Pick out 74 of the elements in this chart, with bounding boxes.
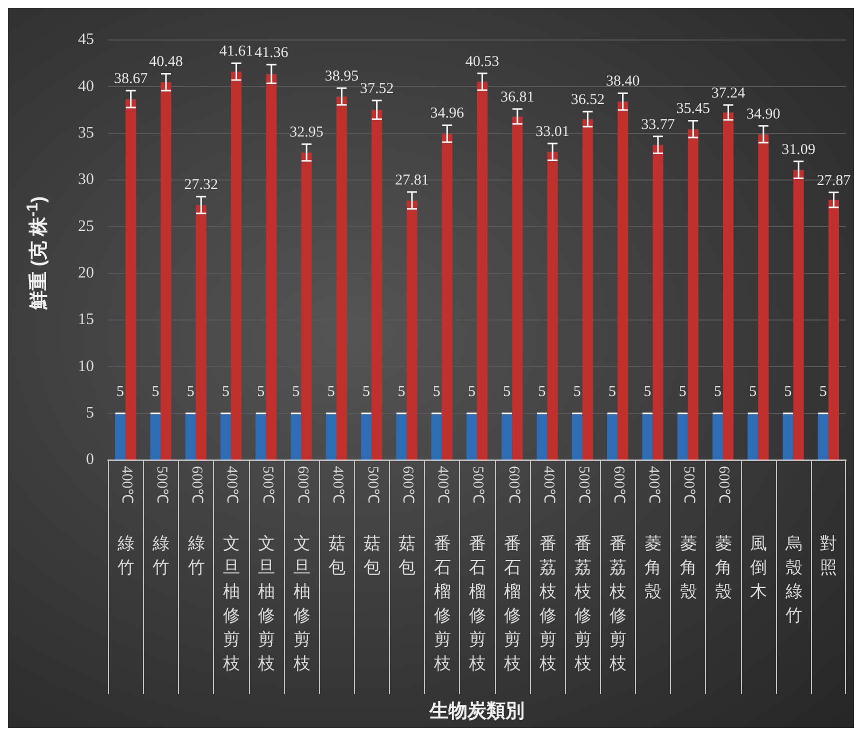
data-label: 36.81 — [500, 89, 534, 106]
y-tick-label: 0 — [86, 451, 94, 468]
category-label: 500℃ 番荔枝修剪枝 — [574, 466, 592, 673]
category-label: 400℃ 菇包 — [328, 466, 346, 577]
y-tick-label: 30 — [78, 171, 94, 188]
x-tick-label: 烏殼綠竹 — [785, 533, 802, 627]
data-label: 5 — [186, 384, 194, 400]
category-label: 400℃ 菱角殼 — [644, 466, 662, 601]
data-label: 5 — [538, 384, 546, 400]
data-label: 5 — [608, 384, 616, 400]
data-label: 5 — [819, 384, 827, 400]
data-label: 38.95 — [324, 68, 359, 85]
category-label: 500℃ 文旦柚修剪枝 — [258, 466, 276, 673]
data-label: 5 — [327, 384, 335, 400]
category-label: 600℃ 綠竹 — [188, 466, 205, 577]
data-label: 38.67 — [114, 71, 148, 88]
category-label: 500℃ 綠竹 — [152, 466, 170, 577]
category-label: 600℃ 番荔枝修剪枝 — [610, 466, 627, 673]
data-label: 41.61 — [219, 44, 254, 60]
category-label: 600℃ 菱角殼 — [714, 466, 732, 601]
data-label: 31.09 — [782, 142, 816, 158]
y-tick-label: 25 — [78, 218, 94, 235]
data-label: 37.52 — [360, 80, 394, 97]
data-label: 34.96 — [430, 106, 465, 122]
y-tick-label: 15 — [78, 311, 94, 328]
y-tick-label: 40 — [78, 78, 94, 95]
data-label: 33.01 — [536, 124, 570, 140]
data-label: 27.87 — [816, 172, 852, 189]
x-tick-label: 對照 — [820, 533, 837, 579]
data-label: 5 — [398, 384, 406, 400]
data-label: 34.90 — [746, 106, 780, 122]
data-label: 32.95 — [290, 124, 324, 141]
category-label: 400℃ 番荔枝修剪枝 — [539, 466, 556, 673]
category-label: 500℃ 番石榴修剪枝 — [468, 466, 486, 673]
data-label: 33.77 — [641, 116, 676, 133]
y-tick-label: 10 — [78, 358, 94, 375]
data-label: 40.48 — [149, 54, 183, 70]
data-label: 5 — [292, 384, 300, 400]
y-tick-label: 5 — [86, 404, 94, 422]
data-label: 5 — [152, 384, 160, 400]
data-label: 36.52 — [570, 92, 605, 108]
category-label: 400℃ 番石榴修剪枝 — [434, 466, 451, 673]
category-label: 600℃ 菇包 — [398, 466, 416, 577]
category-label: 500℃ 菱角殼 — [680, 466, 697, 601]
category-label: 600℃ 番石榴修剪枝 — [504, 466, 522, 673]
x-tick-label: 風倒木 — [750, 533, 768, 603]
category-label: 600℃ 文旦柚修剪枝 — [293, 466, 310, 673]
data-label: 5 — [644, 384, 652, 400]
data-label: 5 — [432, 384, 440, 400]
data-label: 40.53 — [465, 54, 500, 70]
data-label: 5 — [749, 384, 757, 400]
data-label: 27.32 — [184, 177, 218, 194]
data-label: 5 — [116, 384, 124, 400]
y-tick-label: 35 — [78, 124, 94, 142]
category-label: 400℃ 綠竹 — [118, 466, 135, 577]
category-label: 500℃ 菇包 — [364, 466, 381, 577]
data-label: 5 — [678, 384, 686, 400]
y-tick-label: 20 — [78, 264, 94, 282]
data-label: 27.81 — [395, 172, 429, 188]
data-label: 5 — [784, 384, 792, 400]
data-label: 5 — [362, 384, 370, 400]
data-label: 35.45 — [676, 101, 710, 118]
data-label: 5 — [257, 384, 265, 400]
data-label: 5 — [573, 384, 581, 400]
data-label: 41.36 — [254, 45, 289, 62]
category-label: 400℃ 文旦柚修剪枝 — [222, 466, 240, 673]
data-label: 5 — [503, 384, 511, 400]
data-label: 37.24 — [711, 85, 746, 102]
data-label: 38.40 — [606, 74, 640, 90]
data-label: 5 — [714, 384, 722, 400]
y-tick-label: 45 — [78, 31, 94, 48]
x-axis-title: 生物炭類別 — [428, 700, 526, 724]
data-label: 5 — [468, 384, 476, 400]
data-label: 5 — [222, 384, 230, 400]
